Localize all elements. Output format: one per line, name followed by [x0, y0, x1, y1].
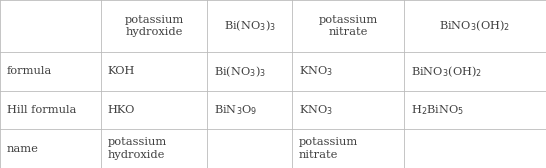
Text: potassium
nitrate: potassium nitrate — [299, 137, 358, 160]
Text: KOH: KOH — [108, 66, 135, 76]
Text: name: name — [7, 144, 38, 154]
Text: BiN$_3$O$_9$: BiN$_3$O$_9$ — [214, 103, 257, 117]
Text: potassium
nitrate: potassium nitrate — [318, 15, 378, 37]
Text: Bi(NO$_3$)$_3$: Bi(NO$_3$)$_3$ — [214, 64, 266, 79]
Text: BiNO$_3$(OH)$_2$: BiNO$_3$(OH)$_2$ — [411, 64, 482, 79]
Text: H$_2$BiNO$_5$: H$_2$BiNO$_5$ — [411, 103, 464, 117]
Text: Hill formula: Hill formula — [7, 105, 76, 115]
Text: HKO: HKO — [108, 105, 135, 115]
Text: KNO$_3$: KNO$_3$ — [299, 103, 333, 117]
Text: potassium
hydroxide: potassium hydroxide — [124, 15, 184, 37]
Text: potassium
hydroxide: potassium hydroxide — [108, 137, 167, 160]
Text: BiNO$_3$(OH)$_2$: BiNO$_3$(OH)$_2$ — [440, 19, 511, 33]
Text: formula: formula — [7, 66, 52, 76]
Text: KNO$_3$: KNO$_3$ — [299, 65, 333, 78]
Text: Bi(NO$_3$)$_3$: Bi(NO$_3$)$_3$ — [224, 19, 276, 33]
